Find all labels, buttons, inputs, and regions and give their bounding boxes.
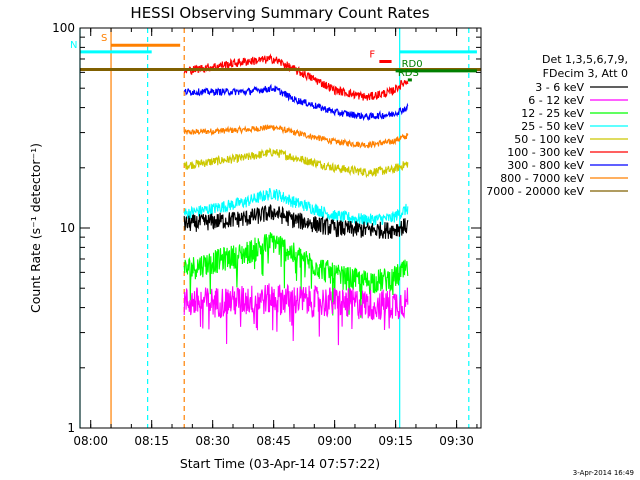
x-tick-label: 08:15 [134, 434, 169, 448]
flag-label-f: F [369, 49, 375, 60]
x-axis-label: Start Time (03-Apr-14 07:57:22) [180, 456, 380, 471]
x-tick-label: 09:15 [378, 434, 413, 448]
y-tick-label: 10 [60, 221, 75, 235]
legend-label: 300 - 800 keV [507, 159, 584, 172]
series-line-6-12-kev [183, 283, 409, 346]
x-tick-label: 08:30 [195, 434, 230, 448]
series-line-3-6-kev [183, 203, 409, 239]
legend-label: 800 - 7000 keV [500, 172, 584, 185]
axes-group: 08:00 08:15 08:30 08:45 09:00 09:15 09:30 1 10 10… [52, 21, 482, 448]
timestamp: 3-Apr-2014 16:49 [573, 469, 634, 477]
legend-label: 12 - 25 keV [521, 107, 584, 120]
legend-label: 50 - 100 keV [514, 133, 584, 146]
series-line-100-300-kev [183, 53, 409, 101]
chart-title: HESSI Observing Summary Count Rates [130, 4, 429, 22]
x-tick-label: 09:00 [317, 434, 352, 448]
legend-label: 3 - 6 keV [535, 81, 584, 94]
y-tick-label: 1 [67, 421, 75, 435]
legend-header-line-2: FDecim 3, Att 0 [543, 67, 628, 80]
flag-label-rd0: RD0 [402, 59, 423, 70]
y-axis-label: Count Rate (s⁻¹ detector⁻¹) [28, 143, 43, 313]
legend-label: 25 - 50 keV [521, 120, 584, 133]
legend-header-line-1: Det 1,3,5,6,7,9, [542, 53, 628, 66]
legend-label: 100 - 300 keV [507, 146, 584, 159]
series-line-25-50-kev [183, 187, 409, 227]
flag-label-n: N [70, 40, 77, 51]
x-tick-label: 09:30 [439, 434, 474, 448]
series-group [80, 53, 481, 346]
series-line-50-100-kev [183, 147, 409, 179]
flag-label-rds: RDS [398, 68, 419, 79]
y-tick-label: 100 [52, 21, 75, 35]
series-line-800-7000-kev [183, 124, 409, 149]
legend-label: 7000 - 20000 keV [486, 185, 584, 198]
x-tick-label: 08:45 [256, 434, 291, 448]
x-tick-label: 08:00 [73, 434, 108, 448]
series-line-300-800-kev [183, 83, 409, 122]
legend: Det 1,3,5,6,7,9, FDecim 3, Att 0 3 - 6 k… [486, 53, 628, 198]
legend-label: 6 - 12 keV [528, 94, 584, 107]
flag-label-s: S [101, 33, 107, 44]
